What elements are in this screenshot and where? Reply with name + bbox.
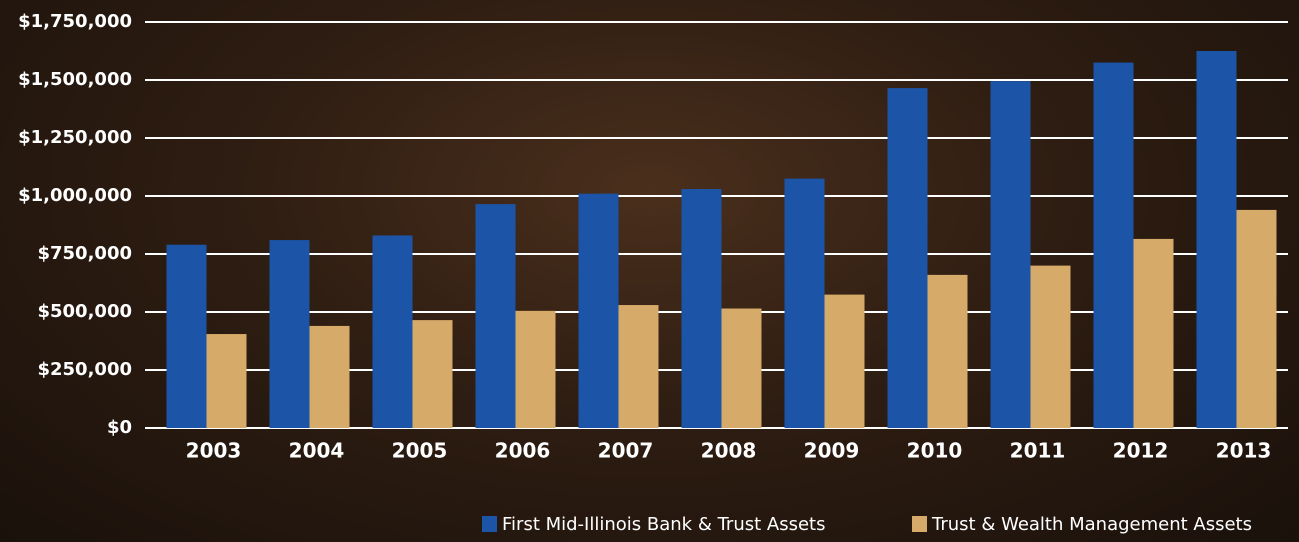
x-tick-label: 2006 (495, 439, 551, 463)
bar (1094, 63, 1134, 428)
bar (579, 194, 619, 428)
y-tick-label: $0 (107, 417, 132, 438)
x-tick-label: 2009 (804, 439, 860, 463)
x-tick-label: 2004 (289, 439, 345, 463)
chart: $0 $250,000 $500,000 $750,000 $1,000,000 $1,2… (0, 0, 1299, 542)
bar (207, 334, 247, 428)
bar (1237, 210, 1277, 428)
x-tick-label: 2012 (1113, 439, 1169, 463)
bar (785, 179, 825, 428)
y-tick-label: $1,500,000 (18, 69, 132, 90)
bar (413, 320, 453, 428)
x-tick-label: 2005 (392, 439, 448, 463)
y-tick-label: $750,000 (37, 243, 132, 264)
legend-label: Trust & Wealth Management Assets (931, 514, 1252, 535)
y-tick-label: $500,000 (37, 301, 132, 322)
bar (825, 295, 865, 428)
x-tick-label: 2007 (598, 439, 654, 463)
bar (1031, 266, 1071, 428)
x-tick-label: 2008 (701, 439, 757, 463)
bar (682, 189, 722, 428)
x-tick-label: 2013 (1216, 439, 1272, 463)
bar (310, 326, 350, 428)
bar (722, 309, 762, 428)
bar (1197, 51, 1237, 428)
x-tick-label: 2011 (1010, 439, 1066, 463)
legend-swatch (912, 516, 927, 532)
y-tick-label: $250,000 (37, 359, 132, 380)
bar (928, 275, 968, 428)
bar (991, 81, 1031, 428)
x-tick-label: 2003 (186, 439, 242, 463)
bar (270, 240, 310, 428)
bar (167, 245, 207, 428)
bar (619, 305, 659, 428)
bar (516, 311, 556, 428)
bar (373, 235, 413, 428)
x-tick-label: 2010 (907, 439, 963, 463)
bar (888, 88, 928, 428)
legend-swatch (482, 516, 497, 532)
legend-label: First Mid-Illinois Bank & Trust Assets (502, 514, 825, 535)
bar (476, 204, 516, 428)
y-tick-label: $1,000,000 (18, 185, 132, 206)
y-tick-label: $1,250,000 (18, 127, 132, 148)
y-tick-label: $1,750,000 (18, 11, 132, 32)
bar (1134, 239, 1174, 428)
